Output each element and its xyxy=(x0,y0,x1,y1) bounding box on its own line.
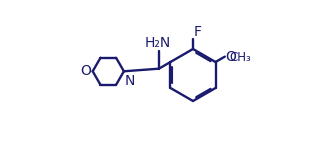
Text: F: F xyxy=(194,25,202,39)
Text: H₂N: H₂N xyxy=(145,36,171,50)
Text: N: N xyxy=(125,74,135,88)
Text: O: O xyxy=(81,64,91,78)
Text: O: O xyxy=(225,50,236,64)
Text: CH₃: CH₃ xyxy=(230,51,252,64)
